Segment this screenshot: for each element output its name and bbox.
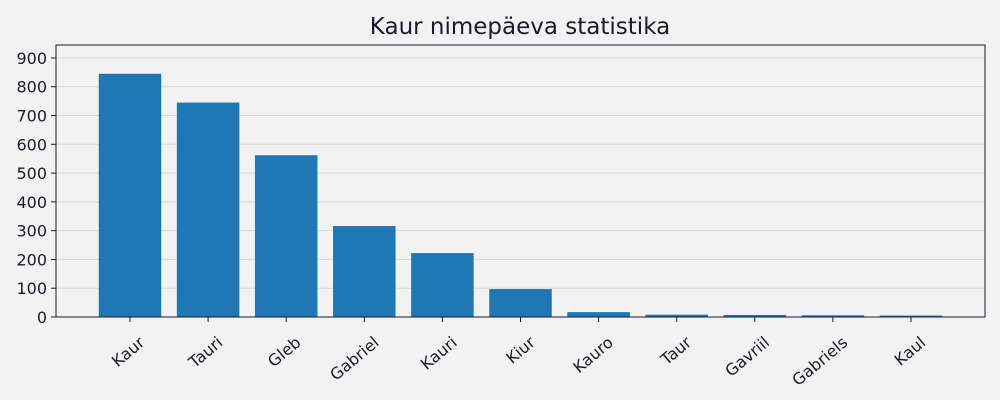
x-tick-label: Kauro xyxy=(569,333,617,377)
bar-gavriil xyxy=(723,314,787,317)
bar-kiur xyxy=(489,289,552,317)
y-tick-label: 300 xyxy=(16,222,47,241)
y-tick-label: 0 xyxy=(37,308,47,327)
bar-gabriels xyxy=(801,315,865,317)
x-axis: Kaur Tauri Gleb Gabriel Kauri Kiur Kauro Taur Ga… xyxy=(108,317,929,390)
y-tick-label: 600 xyxy=(16,135,47,154)
x-tick-label: Tauri xyxy=(184,333,226,373)
y-tick-label: 200 xyxy=(16,250,47,269)
y-tick-label: 900 xyxy=(16,49,47,68)
bar-gabriel xyxy=(333,226,396,317)
x-tick-label: Kauri xyxy=(417,333,461,374)
bar-kauro xyxy=(567,312,630,317)
y-axis: 0 100 200 300 400 500 600 700 800 900 xyxy=(16,49,56,327)
x-tick-label: Gavriil xyxy=(721,333,773,381)
chart-title: Kaur nimepäeva statistika xyxy=(370,14,670,40)
bar-tauri xyxy=(176,102,240,318)
y-tick-label: 500 xyxy=(16,164,47,183)
y-tick-label: 800 xyxy=(16,78,47,97)
x-tick-label: Kiur xyxy=(502,332,539,367)
x-tick-label: Kaul xyxy=(891,333,930,370)
bar-kaur xyxy=(98,73,162,317)
x-tick-label: Taur xyxy=(656,332,695,369)
bar-kauri xyxy=(411,253,474,317)
x-tick-label: Kaur xyxy=(108,332,149,370)
y-tick-label: 700 xyxy=(16,107,47,126)
bars xyxy=(98,73,943,318)
bar-taur xyxy=(645,314,708,317)
bar-kaul xyxy=(879,315,943,317)
x-tick-label: Gleb xyxy=(264,333,304,371)
x-tick-label: Gabriels xyxy=(788,333,851,390)
y-tick-label: 400 xyxy=(16,193,47,212)
bar-gleb xyxy=(254,155,318,317)
x-tick-label: Gabriel xyxy=(326,333,382,385)
y-tick-label: 100 xyxy=(16,279,47,298)
